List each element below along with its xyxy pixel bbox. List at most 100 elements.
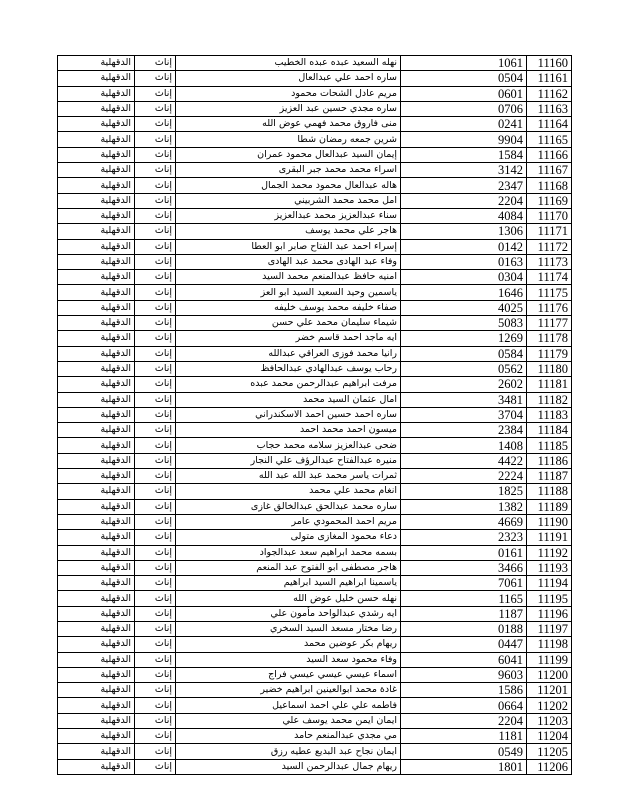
- governorate: الدقهلية: [57, 116, 135, 133]
- code: 0304: [400, 269, 527, 286]
- code: 2224: [400, 468, 527, 485]
- row: الدقهلية إناث هاله عبدالعال محمود محمد الج…: [57, 177, 572, 194]
- gender: إناث: [134, 682, 176, 699]
- serial: 11173: [526, 253, 572, 271]
- code: 3466: [400, 559, 527, 577]
- governorate: الدقهلية: [57, 299, 135, 317]
- gender: إناث: [134, 590, 176, 607]
- serial: 11178: [526, 330, 572, 347]
- row: الدقهلية إناث مريم عادل الشحات محمود 0601 11…: [57, 85, 572, 102]
- gender: إناث: [134, 284, 176, 301]
- serial: 11182: [526, 391, 572, 408]
- row: الدقهلية إناث مرفت ابراهيم عبدالرحمن محمد …: [57, 376, 572, 393]
- governorate: الدقهلية: [57, 559, 135, 577]
- name: امنيه حافظ عبدالمنعم محمد السيد: [175, 269, 401, 286]
- governorate: الدقهلية: [57, 192, 135, 209]
- governorate: الدقهلية: [57, 207, 135, 225]
- code: 2204: [400, 192, 527, 209]
- name: صفاء خليفه محمد يوسف خليفه: [175, 299, 401, 317]
- governorate: الدقهلية: [57, 575, 135, 592]
- name: مريم عادل الشحات محمود: [175, 85, 401, 102]
- serial: 11184: [526, 422, 572, 439]
- name: سناء عبدالعزيز محمد عبدالعزيز: [175, 207, 401, 225]
- serial: 11179: [526, 345, 572, 362]
- governorate: الدقهلية: [57, 636, 135, 653]
- governorate: الدقهلية: [57, 437, 135, 454]
- row: الدقهلية إناث إسراء احمد عبد الفتاح صابر ا…: [57, 238, 572, 255]
- code: 1584: [400, 146, 527, 164]
- name: ساره احمد حسين احمد الاسكندراني: [175, 406, 401, 424]
- name: بسمه محمد ابراهيم سعد عبدالجواد: [175, 544, 401, 561]
- gender: إناث: [134, 85, 176, 102]
- gender: إناث: [134, 498, 176, 515]
- governorate: الدقهلية: [57, 238, 135, 255]
- serial: 11196: [526, 605, 572, 622]
- gender: إناث: [134, 223, 176, 240]
- governorate: الدقهلية: [57, 100, 135, 118]
- serial: 11170: [526, 207, 572, 225]
- gender: إناث: [134, 422, 176, 439]
- gender: إناث: [134, 269, 176, 286]
- governorate: الدقهلية: [57, 253, 135, 271]
- serial: 11203: [526, 712, 572, 730]
- name: انغام محمد علي محمد: [175, 483, 401, 500]
- gender: إناث: [134, 100, 176, 118]
- governorate: الدقهلية: [57, 712, 135, 730]
- code: 2323: [400, 529, 527, 546]
- gender: إناث: [134, 376, 176, 393]
- serial: 11183: [526, 406, 572, 424]
- code: 2384: [400, 422, 527, 439]
- gender: إناث: [134, 483, 176, 500]
- serial: 11171: [526, 223, 572, 240]
- code: 1825: [400, 483, 527, 500]
- name: ريهام جمال عبدالرحمن السيد: [175, 758, 401, 775]
- row: الدقهلية إناث شيماء سليمان محمد علي حسن 508…: [57, 315, 572, 332]
- row: الدقهلية إناث ايه رشدي عبدالواحد مأمون علي…: [57, 605, 572, 622]
- row: الدقهلية إناث ميسون احمد محمد احمد 2384 1118…: [57, 422, 572, 439]
- gender: إناث: [134, 238, 176, 255]
- row: الدقهلية إناث ساره محمد عبدالحق عبدالخالق …: [57, 498, 572, 515]
- serial: 11198: [526, 636, 572, 653]
- governorate: الدقهلية: [57, 590, 135, 607]
- governorate: الدقهلية: [57, 452, 135, 470]
- gender: إناث: [134, 651, 176, 668]
- gender: إناث: [134, 743, 176, 760]
- serial: 11189: [526, 498, 572, 515]
- row: الدقهلية إناث ساره مجدي حسين عبد العزيز 070…: [57, 100, 572, 118]
- row: الدقهلية إناث نهله السعيد عبده عبده الخطيب…: [57, 54, 572, 72]
- serial: 11201: [526, 682, 572, 699]
- gender: إناث: [134, 636, 176, 653]
- row: الدقهلية إناث ايمان نجاح عبد البديع عطيه ر…: [57, 743, 572, 760]
- name: رانيا محمد فوزى العراقي عبدالله: [175, 345, 401, 362]
- governorate: الدقهلية: [57, 682, 135, 699]
- row: الدقهلية إناث ريهام بكر عوضين محمد 0447 1119…: [57, 636, 572, 653]
- row: الدقهلية إناث ايمان ايمن محمد يوسف علي 2204…: [57, 712, 572, 730]
- gender: إناث: [134, 406, 176, 424]
- code: 0142: [400, 238, 527, 255]
- name: امل محمد محمد الشربيني: [175, 192, 401, 209]
- governorate: الدقهلية: [57, 498, 135, 515]
- serial: 11172: [526, 238, 572, 255]
- serial: 11186: [526, 452, 572, 470]
- gender: إناث: [134, 162, 176, 179]
- gender: إناث: [134, 468, 176, 485]
- gender: إناث: [134, 299, 176, 317]
- name: إيمان السيد عبدالعال محمود عمران: [175, 146, 401, 164]
- serial: 11176: [526, 299, 572, 317]
- code: 0163: [400, 253, 527, 271]
- row: الدقهلية إناث صفاء خليفه محمد يوسف خليفه 40…: [57, 299, 572, 317]
- row: الدقهلية إناث انغام محمد علي محمد 1825 11188: [57, 483, 572, 500]
- row: الدقهلية إناث رانيا محمد فوزى العراقي عبدا…: [57, 345, 572, 362]
- row: الدقهلية إناث هاجر مصطفى ابو الفتوح عبد ال…: [57, 559, 572, 577]
- code: 0706: [400, 100, 527, 118]
- code: 0241: [400, 116, 527, 133]
- code: 2204: [400, 712, 527, 730]
- name: إسراء احمد عبد الفتاح صابر ابو العطا: [175, 238, 401, 255]
- code: 6041: [400, 651, 527, 668]
- row: الدقهلية إناث دعاء محمود المغازى متولى 2323…: [57, 529, 572, 546]
- serial: 11197: [526, 620, 572, 638]
- gender: إناث: [134, 315, 176, 332]
- code: 9904: [400, 131, 527, 148]
- gender: إناث: [134, 452, 176, 470]
